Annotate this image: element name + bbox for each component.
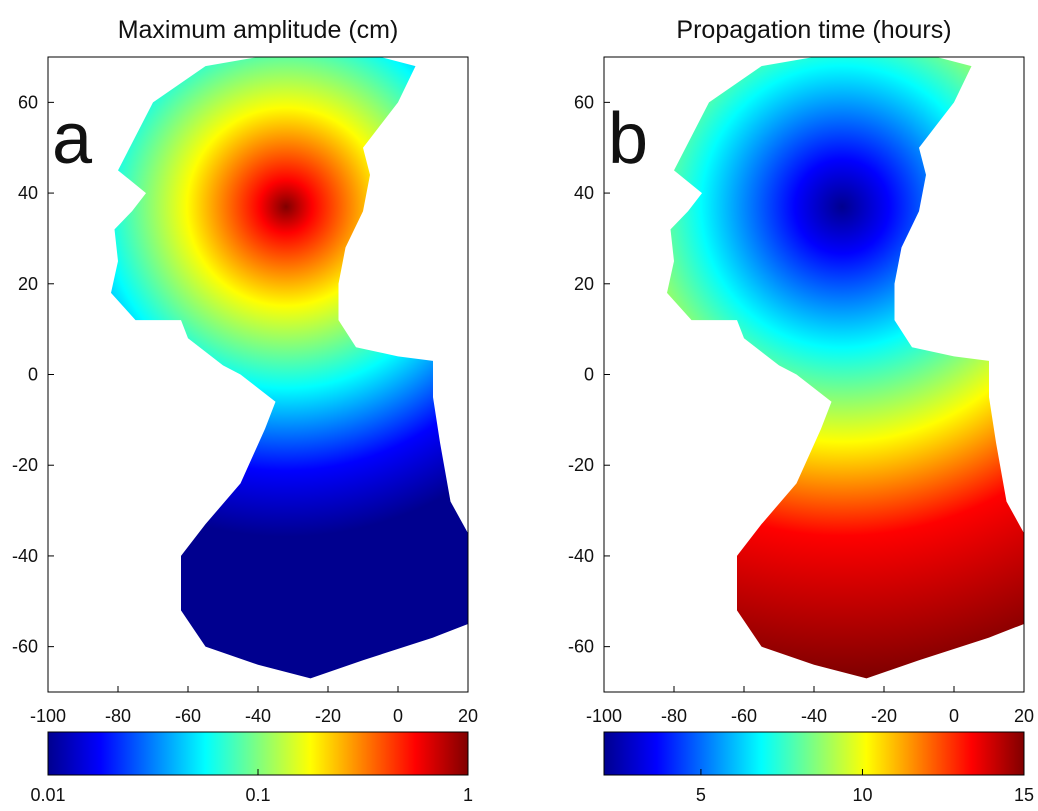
y-tick-label: -60 — [568, 637, 594, 657]
y-tick-label: 0 — [28, 365, 38, 385]
panel-label: b — [608, 99, 648, 179]
x-tick-label: -60 — [731, 706, 757, 726]
colorbar — [47, 731, 469, 776]
x-tick-label: 0 — [393, 706, 403, 726]
y-tick-label: -40 — [12, 546, 38, 566]
x-tick-label: -40 — [245, 706, 271, 726]
x-tick-label: -100 — [586, 706, 622, 726]
chart-title: Propagation time (hours) — [676, 16, 951, 44]
y-tick-label: 0 — [584, 365, 594, 385]
y-tick-label: 60 — [18, 92, 38, 112]
y-tick-label: -40 — [568, 546, 594, 566]
panel-label: a — [52, 99, 93, 179]
x-tick-label: -80 — [105, 706, 131, 726]
colorbar — [603, 731, 1025, 776]
y-tick-label: 20 — [574, 274, 594, 294]
x-tick-label: -80 — [661, 706, 687, 726]
colorbar-tick-label: 0.1 — [245, 785, 270, 805]
colorbar-tick-label: 5 — [696, 785, 706, 805]
x-tick-label: -40 — [801, 706, 827, 726]
chart-title: Maximum amplitude (cm) — [118, 16, 399, 44]
x-tick-label: -20 — [871, 706, 897, 726]
y-tick-label: -20 — [12, 455, 38, 475]
y-tick-label: 60 — [574, 92, 594, 112]
y-tick-label: -20 — [568, 455, 594, 475]
x-tick-label: -20 — [315, 706, 341, 726]
colorbar-tick-label: 0.01 — [30, 785, 65, 805]
x-tick-label: -60 — [175, 706, 201, 726]
y-tick-label: 40 — [18, 183, 38, 203]
y-tick-label: 40 — [574, 183, 594, 203]
y-tick-label: -60 — [12, 637, 38, 657]
ocean-field — [667, 57, 1024, 679]
colorbar-tick-label: 10 — [852, 785, 872, 805]
ocean-field — [111, 57, 468, 679]
colorbar-tick-label: 15 — [1014, 785, 1034, 805]
x-tick-label: -100 — [30, 706, 66, 726]
colorbar-tick-label: 1 — [463, 785, 473, 805]
x-tick-label: 20 — [458, 706, 478, 726]
x-tick-label: 0 — [949, 706, 959, 726]
y-tick-label: 20 — [18, 274, 38, 294]
x-tick-label: 20 — [1014, 706, 1034, 726]
